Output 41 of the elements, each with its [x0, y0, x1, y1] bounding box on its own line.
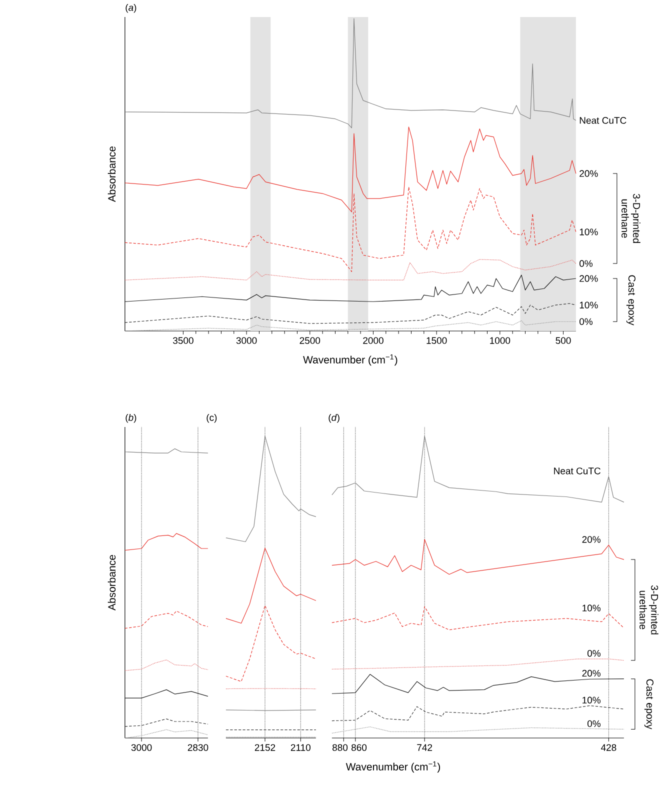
x-tick-label: 500	[556, 337, 571, 344]
series-label: Neat CuTC	[580, 117, 626, 124]
chart-title: (a)	[126, 4, 136, 13]
x-tick-label: 860	[352, 744, 367, 751]
y-axis-title: Absorbance	[108, 554, 116, 610]
series-label: 0%	[580, 318, 593, 325]
x-tick-label: 1000	[490, 337, 510, 344]
text: 3-D-printed urethane	[622, 194, 640, 243]
series-label: 10%	[580, 228, 598, 236]
series-label: 20%	[580, 275, 598, 282]
series-label: 20%	[582, 536, 601, 543]
x-tick-label: 428	[601, 744, 616, 751]
x-tick-label: 3500	[173, 337, 194, 344]
x-axis-title: Wavenumber (cm$^{−1}$)	[346, 761, 440, 773]
series-label: 0%	[580, 260, 593, 267]
x-tick-label: 880	[332, 744, 348, 751]
series-label: 0%	[588, 650, 601, 657]
chart-title: (d)	[328, 414, 340, 423]
x-axis-title: Wavenumber (cm$^{−1}$)	[303, 354, 398, 366]
x-tick-label: 2152	[254, 744, 276, 751]
text: Cast epoxy	[626, 275, 636, 326]
x-tick-label: 2110	[290, 744, 311, 751]
chart-title: (b)	[126, 414, 136, 423]
series-label: 0%	[588, 720, 601, 728]
text: Cast epoxy	[644, 679, 654, 730]
series-label: 10%	[582, 604, 601, 612]
x-tick-label: 742	[417, 744, 432, 751]
series-label: Neat CuTC	[554, 468, 601, 474]
x-tick-label: 3000	[131, 744, 152, 751]
x-tick-label: 2000	[363, 337, 384, 344]
x-tick-label: 1500	[426, 337, 447, 344]
series-label: 20%	[580, 170, 598, 177]
y-axis-title: Absorbance	[108, 146, 116, 202]
x-tick-label: 2830	[188, 744, 208, 751]
text: 3-D-printed urethane	[640, 585, 658, 634]
x-tick-label: 2500	[300, 337, 320, 344]
series-label: 20%	[582, 670, 601, 677]
x-tick-label: 3000	[236, 337, 257, 344]
series-label: 10%	[582, 696, 601, 704]
chart-title: (c)	[206, 414, 217, 423]
series-label: 10%	[580, 302, 598, 308]
